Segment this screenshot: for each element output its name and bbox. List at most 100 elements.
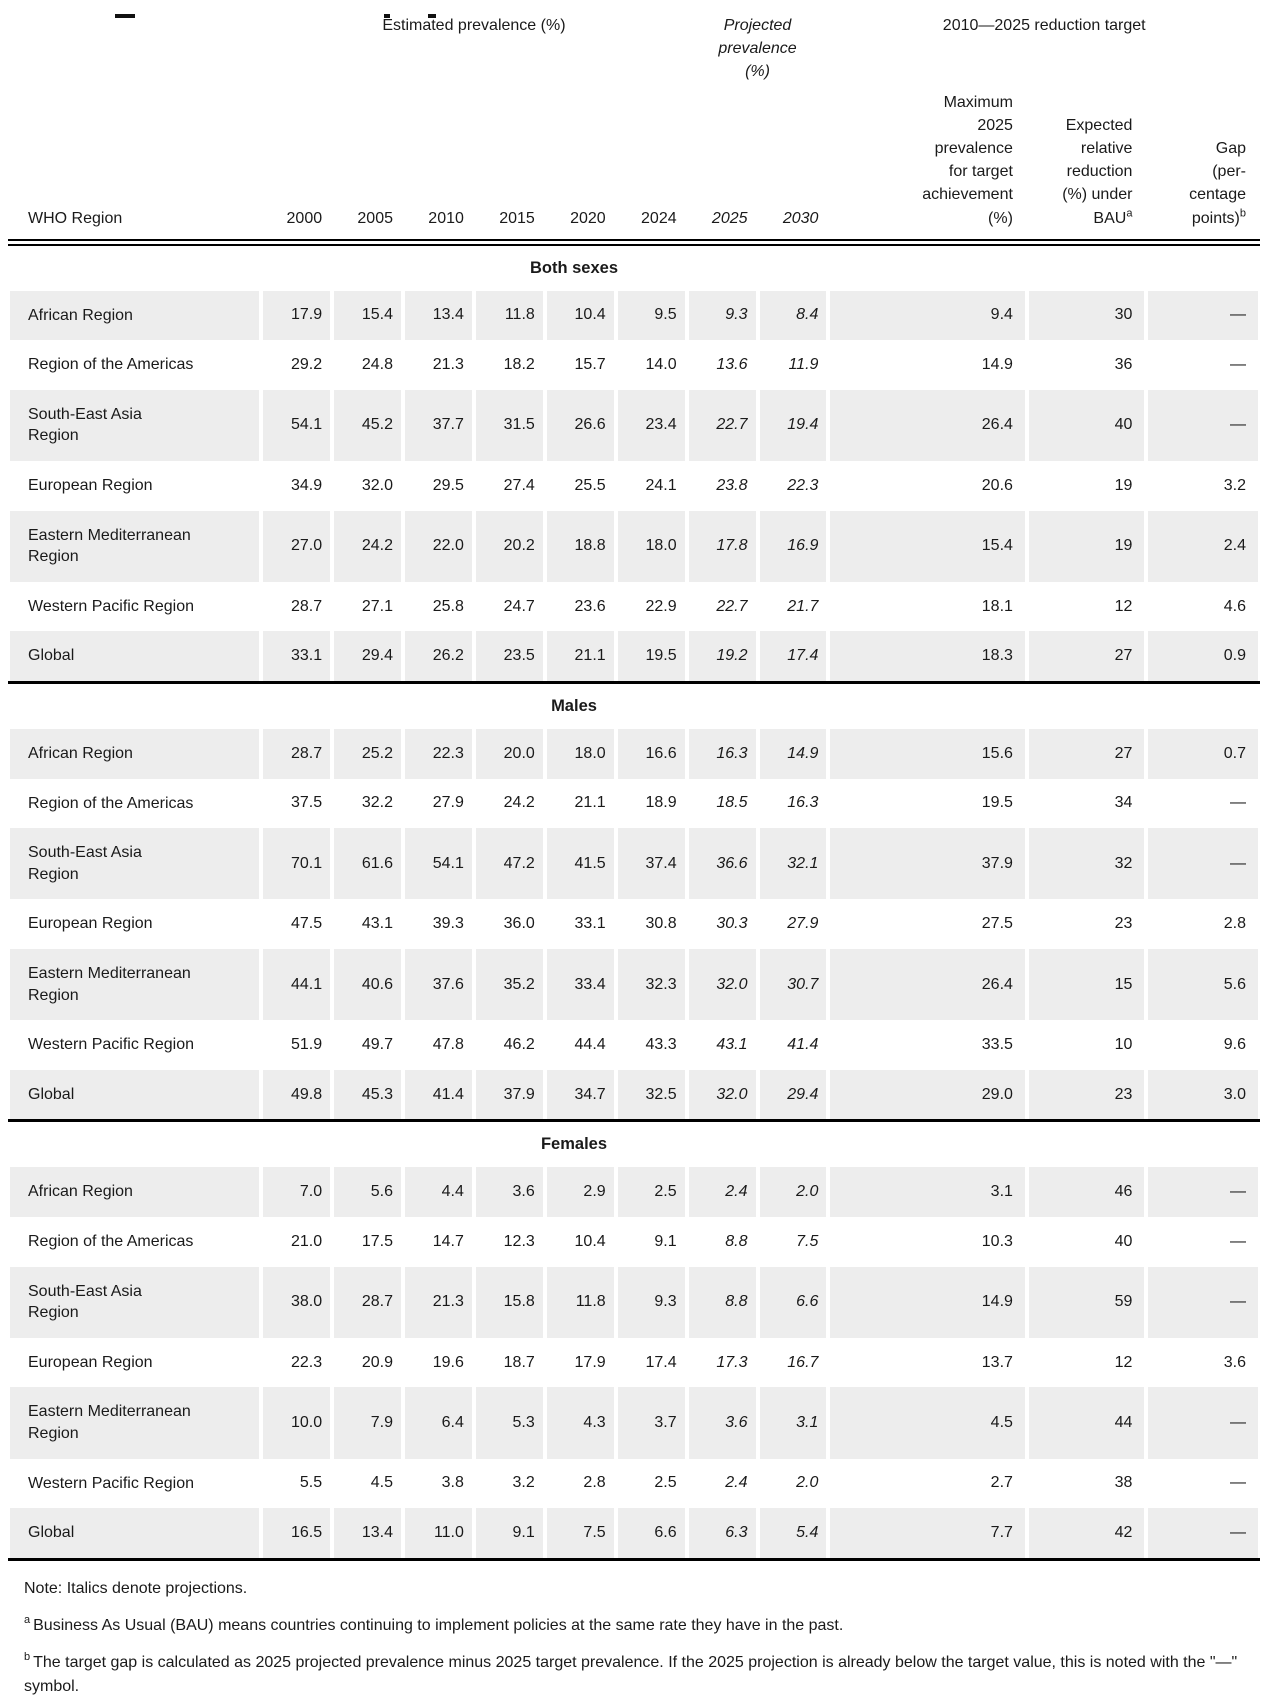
value-cell: 12.3 — [471, 1216, 547, 1267]
value-cell: 7.5 — [542, 1508, 618, 1558]
value-cell: 23.4 — [613, 389, 689, 462]
value-cell: 18.9 — [613, 778, 689, 829]
value-cell: 21.3 — [401, 340, 476, 390]
table-row: Region of the Americas 37.5 32.2 27.9 24.2 21… — [5, 778, 1262, 829]
value-cell: 5.5 — [259, 1458, 335, 1509]
prevalence-table: Estimated prevalence (%) Projected preva… — [5, 14, 1262, 1561]
group-header-row: Estimated prevalence (%) Projected preva… — [5, 14, 1262, 90]
value-cell: 17.4 — [613, 1337, 689, 1388]
value-cell: 29.4 — [330, 631, 405, 682]
value-cell: — — [1144, 290, 1262, 341]
region-cell: Global — [5, 1508, 264, 1558]
value-cell: 9.3 — [613, 1266, 689, 1338]
value-cell: 11.8 — [542, 1266, 618, 1338]
value-cell: 9.4 — [826, 290, 1029, 341]
value-cell: 9.5 — [613, 290, 689, 341]
value-cell: 2.0 — [755, 1167, 831, 1217]
value-cell: 51.9 — [259, 1020, 335, 1070]
value-cell: 14.9 — [755, 729, 831, 779]
value-cell: 7.9 — [330, 1387, 405, 1459]
note-italics-projections: Note: Italics denote projections. — [24, 1579, 248, 1597]
value-cell: 4.5 — [330, 1458, 405, 1509]
value-cell: 6.6 — [755, 1266, 831, 1338]
value-cell: 6.6 — [613, 1508, 689, 1558]
value-cell: 33.5 — [826, 1020, 1029, 1070]
region-cell: Western Pacific Region — [5, 1458, 264, 1509]
value-cell: 9.1 — [613, 1216, 689, 1267]
value-cell: 23 — [1024, 899, 1149, 949]
value-cell: 4.4 — [401, 1167, 476, 1217]
value-cell: 16.3 — [684, 729, 760, 779]
value-cell: 2.4 — [684, 1167, 760, 1217]
value-cell: 7.5 — [755, 1216, 831, 1267]
table-row: South-East Asia Region 54.1 45.2 37.7 31.5 26… — [5, 389, 1262, 462]
value-cell: 32.0 — [330, 461, 405, 511]
footnote-a: a Business As Usual (BAU) means countries… — [24, 1614, 1242, 1638]
table-row: Eastern Mediterranean Region 44.1 40.6 37.6… — [5, 949, 1262, 1021]
value-cell: 27.9 — [755, 899, 831, 949]
value-cell: 25.5 — [542, 461, 618, 511]
value-cell: 3.2 — [471, 1458, 547, 1509]
value-cell: 14.7 — [401, 1216, 476, 1267]
footnote-b-text: The target gap is calculated as 2025 pro… — [24, 1653, 1238, 1695]
value-cell: 22.3 — [755, 461, 831, 511]
table-row: Region of the Americas 29.2 24.8 21.3 18.2 15… — [5, 340, 1262, 390]
value-cell: 21.1 — [542, 778, 618, 829]
section-males: Males African Region 28.7 25.2 22.3 20.0 18.0 1… — [5, 681, 1262, 1120]
column-header-2025: 2025 — [684, 89, 760, 239]
column-header-max-2025-text: Maximum 2025 prevalence for target achie… — [922, 93, 1013, 227]
region-cell: Eastern Mediterranean Region — [5, 510, 264, 582]
column-header-max-2025-prevalence: Maximum 2025 prevalence for target achie… — [826, 89, 1029, 239]
group-projected-prevalence: Projected prevalence (%) — [684, 14, 831, 90]
region-cell: African Region — [5, 290, 264, 341]
table-row: Western Pacific Region 51.9 49.7 47.8 46.2 44… — [5, 1020, 1262, 1070]
value-cell: 10.0 — [259, 1387, 335, 1459]
value-cell: 21.1 — [542, 631, 618, 682]
value-cell: 54.1 — [259, 389, 335, 462]
value-cell: 3.7 — [613, 1387, 689, 1459]
value-cell: 15.4 — [826, 510, 1029, 582]
section-title-row: Males — [8, 684, 1260, 729]
value-cell: 16.3 — [755, 778, 831, 829]
value-cell: 18.7 — [471, 1337, 547, 1388]
value-cell: 32.3 — [613, 949, 689, 1021]
value-cell: 37.7 — [401, 389, 476, 462]
value-cell: 13.4 — [401, 290, 476, 341]
value-cell: 33.1 — [542, 899, 618, 949]
value-cell: 29.0 — [826, 1069, 1029, 1120]
region-cell: African Region — [5, 1167, 264, 1217]
value-cell: 27.9 — [401, 778, 476, 829]
section-divider-rule — [8, 1557, 1260, 1561]
value-cell: 14.9 — [826, 340, 1029, 390]
value-cell: 17.5 — [330, 1216, 405, 1267]
table-row: Eastern Mediterranean Region 27.0 24.2 22.0… — [5, 510, 1262, 582]
value-cell: 36.6 — [684, 828, 760, 900]
value-cell: 18.0 — [542, 729, 618, 779]
table-row: Global 16.5 13.4 11.0 9.1 7.5 6.6 6.3 5.4 7.7 42— — [5, 1508, 1262, 1558]
value-cell: — — [1144, 1266, 1262, 1338]
value-cell: 44.4 — [542, 1020, 618, 1070]
value-cell: 0.9 — [1144, 631, 1262, 682]
value-cell: 16.5 — [259, 1508, 335, 1558]
region-cell: Western Pacific Region — [5, 1020, 264, 1070]
value-cell: 26.2 — [401, 631, 476, 682]
value-cell: 32.0 — [684, 1069, 760, 1120]
column-header-row: WHO Region 2000 2005 2010 2015 2020 2024… — [5, 89, 1262, 239]
value-cell: 46 — [1024, 1167, 1149, 1217]
value-cell: 5.4 — [755, 1508, 831, 1558]
region-cell: Region of the Americas — [5, 340, 264, 390]
value-cell: 2.7 — [826, 1458, 1029, 1509]
value-cell: 11.8 — [471, 290, 547, 341]
value-cell: 22.0 — [401, 510, 476, 582]
value-cell: 26.4 — [826, 389, 1029, 462]
value-cell: 5.3 — [471, 1387, 547, 1459]
table-row: Western Pacific Region 5.5 4.5 3.8 3.2 2.8 2.5… — [5, 1458, 1262, 1509]
value-cell: 47.2 — [471, 828, 547, 900]
value-cell: 20.0 — [471, 729, 547, 779]
section-divider-rule — [8, 1119, 1260, 1123]
region-cell: Region of the Americas — [5, 778, 264, 829]
value-cell: 24.1 — [613, 461, 689, 511]
value-cell: 41.4 — [401, 1069, 476, 1120]
value-cell: 21.3 — [401, 1266, 476, 1338]
value-cell: 49.7 — [330, 1020, 405, 1070]
